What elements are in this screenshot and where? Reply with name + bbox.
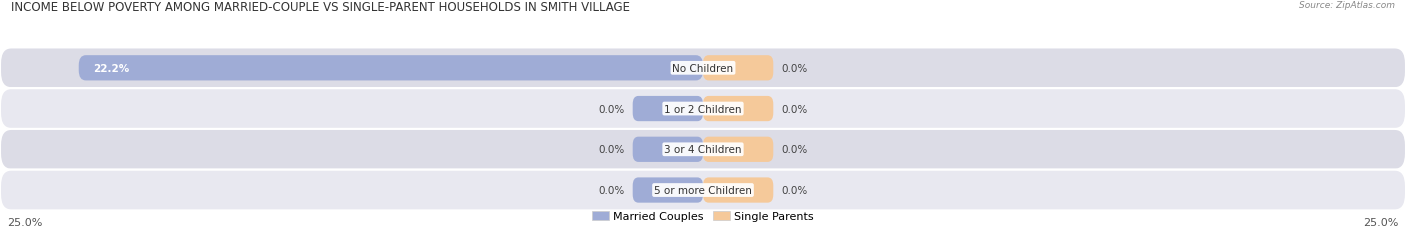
Text: 5 or more Children: 5 or more Children [654,185,752,195]
Text: 0.0%: 0.0% [782,185,808,195]
Legend: Married Couples, Single Parents: Married Couples, Single Parents [588,206,818,225]
Text: 0.0%: 0.0% [782,104,808,114]
FancyBboxPatch shape [79,56,703,81]
Text: 0.0%: 0.0% [782,64,808,73]
Text: 3 or 4 Children: 3 or 4 Children [664,145,742,155]
FancyBboxPatch shape [0,129,1406,170]
FancyBboxPatch shape [633,137,703,162]
FancyBboxPatch shape [703,137,773,162]
Text: 1 or 2 Children: 1 or 2 Children [664,104,742,114]
FancyBboxPatch shape [0,48,1406,89]
FancyBboxPatch shape [633,178,703,203]
Text: 0.0%: 0.0% [598,145,624,155]
Text: 25.0%: 25.0% [1364,217,1399,227]
Text: 25.0%: 25.0% [7,217,42,227]
Text: Source: ZipAtlas.com: Source: ZipAtlas.com [1299,1,1395,10]
FancyBboxPatch shape [703,56,773,81]
FancyBboxPatch shape [0,89,1406,129]
FancyBboxPatch shape [0,170,1406,210]
FancyBboxPatch shape [633,97,703,122]
FancyBboxPatch shape [703,178,773,203]
Text: 22.2%: 22.2% [93,64,129,73]
FancyBboxPatch shape [703,97,773,122]
Text: No Children: No Children [672,64,734,73]
Text: INCOME BELOW POVERTY AMONG MARRIED-COUPLE VS SINGLE-PARENT HOUSEHOLDS IN SMITH V: INCOME BELOW POVERTY AMONG MARRIED-COUPL… [11,1,630,14]
Text: 0.0%: 0.0% [782,145,808,155]
Text: 0.0%: 0.0% [598,185,624,195]
Text: 0.0%: 0.0% [598,104,624,114]
